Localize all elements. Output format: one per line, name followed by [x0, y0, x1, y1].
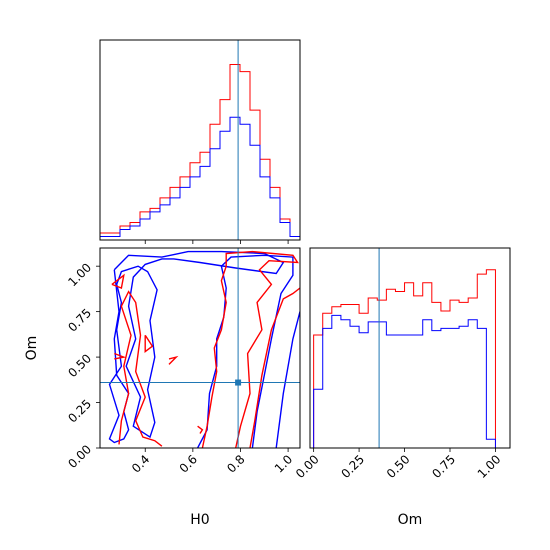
h0-xlabel: H0	[190, 512, 209, 528]
contour-series-1-level-7	[197, 425, 204, 434]
contour-series-1-level-3	[249, 287, 300, 448]
om-histogram-xtick-label: 0.00	[293, 452, 322, 481]
om-histogram-xtick-label: 0.25	[338, 452, 367, 481]
contour-series-1-level-1	[118, 290, 163, 447]
om-histogram-xtick-label: 0.50	[384, 452, 413, 481]
contour-series-1-level-4	[144, 334, 154, 353]
om-xlabel: Om	[398, 512, 423, 528]
contour-series-1-level-0	[111, 273, 125, 289]
contour-ytick-label: 0.00	[65, 442, 94, 471]
histogram-om-panel: 0.00 0.25 0.50 0.75 1.00 Om	[293, 247, 511, 528]
contour-series-1-level-6	[168, 355, 179, 365]
contour-series-0-level-2	[275, 311, 300, 448]
om-histogram-xtick-label: 0.75	[429, 452, 458, 481]
contour-ytick-label: 0.75	[65, 306, 94, 335]
contour-xtick-label: 0.8	[224, 452, 247, 475]
contour-xtick-label: 0.6	[177, 452, 200, 475]
om-histogram-series-1	[313, 314, 496, 448]
om-histogram-xtick-label: 1.00	[475, 452, 504, 481]
contour-xtick-label: 1.0	[272, 452, 295, 475]
om-histogram-series-0	[313, 269, 496, 448]
contour-series-0-level-0	[108, 250, 285, 444]
contour-frame	[99, 247, 301, 449]
om-ylabel: Om	[24, 336, 40, 361]
contour-series-0-level-1	[196, 254, 294, 448]
contour-h0-om-panel: 0.4 0.6 0.8 1.0 0.00 0.25 0.50 0.75 1.00 H0 Om	[24, 247, 301, 528]
om-histogram-frame	[309, 247, 511, 449]
contour-lines	[108, 250, 300, 448]
h0-histogram-series-1	[99, 116, 301, 240]
h0-histogram-frame	[99, 39, 301, 241]
histogram-h0-panel	[99, 39, 301, 244]
contour-ytick-label: 1.00	[65, 260, 94, 289]
contour-series-1-level-2	[201, 250, 299, 448]
contour-xtick-label: 0.4	[129, 452, 152, 475]
contour-ytick-label: 0.50	[65, 351, 94, 380]
contour-series-1-level-5	[114, 352, 127, 360]
contour-ytick-label: 0.25	[65, 397, 94, 426]
truth-point-marker	[235, 379, 242, 386]
h0-histogram-series-0	[99, 64, 301, 240]
